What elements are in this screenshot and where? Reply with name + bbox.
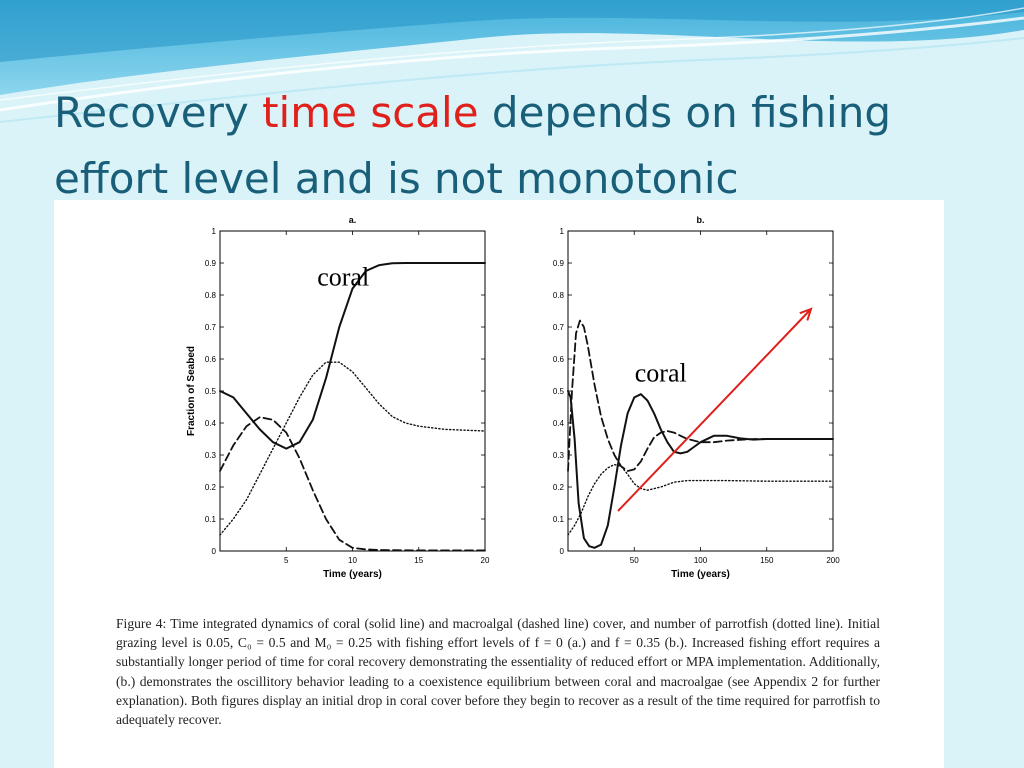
chart-a-series-solid-line [219, 262, 486, 450]
chart-b-ytick-label: 0.6 [553, 355, 565, 364]
chart-b-ytick-label: 0.7 [553, 323, 565, 332]
chart-a-ytick-label: 1 [212, 227, 217, 236]
chart-b-series-dotted-line [567, 463, 834, 536]
chart-a-series-dashed-line [219, 416, 486, 552]
title-highlight: time scale [262, 88, 479, 137]
chart-a-ytick-label: 0.1 [205, 515, 217, 524]
figure-caption: Figure 4: Time integrated dynamics of co… [116, 616, 880, 728]
chart-b-ytick-label: 0.3 [553, 451, 565, 460]
chart-a-ytick-label: 0.8 [205, 291, 217, 300]
chart-b-ytick-label: 0.4 [553, 419, 565, 428]
chart-a-coral-annotation: coral [317, 262, 369, 291]
chart-b-ytick-label: 1 [560, 227, 565, 236]
title-part-2: depends on fishing effort level and is n… [54, 88, 891, 203]
chart-a-series-dotted-line [219, 361, 486, 536]
chart-a-ylabel: Fraction of Seabed [186, 346, 197, 436]
chart-a-xtick-label: 10 [348, 556, 357, 565]
red-arrow-head [799, 307, 813, 321]
chart-a-ytick-label: 0 [212, 547, 217, 556]
chart-a-ytick-label: 0.5 [205, 387, 217, 396]
chart-b-xtick-label: 50 [630, 556, 639, 565]
chart-b-xtick-label: 200 [826, 556, 840, 565]
chart-a-ytick-label: 0.4 [205, 419, 217, 428]
chart-b-xtick-label: 150 [760, 556, 774, 565]
title-part-1: Recovery [54, 88, 263, 137]
chart-a-xtick-label: 5 [284, 556, 289, 565]
chart-a-xtick-label: 20 [481, 556, 490, 565]
chart-a-ytick-label: 0.6 [205, 355, 217, 364]
chart-a-title: a. [349, 215, 357, 225]
slide-title: Recovery time scale depends on fishing e… [54, 80, 994, 212]
chart-b-ytick-label: 0.2 [553, 483, 565, 492]
chart-b-ytick-label: 0.8 [553, 291, 565, 300]
chart-b-series-solid-line [567, 390, 834, 549]
chart-b-ytick-label: 0.9 [553, 259, 565, 268]
chart-b-ytick-label: 0.1 [553, 515, 565, 524]
chart-b-frame [567, 230, 834, 552]
chart-b-ytick-label: 0.5 [553, 387, 565, 396]
chart-a-xlabel: Time (years) [323, 569, 382, 580]
charts-figure: 00.10.20.30.40.50.60.70.80.915 10 15 20a.Ti… [186, 215, 840, 580]
chart-a-ytick-label: 0.7 [205, 323, 217, 332]
chart-b-xlabel: Time (years) [671, 569, 730, 580]
figure-panel: 0 0.1 0.2 0.3 0.4 0.5 0.6 0.7 0.8 0.9 1 5 10 15 20 a. Ti… [54, 200, 944, 768]
chart-b-title: b. [697, 215, 705, 225]
chart-b-coral-annotation: coral [635, 358, 687, 387]
chart-a-ytick-label: 0.9 [205, 259, 217, 268]
chart-b-xtick-label: 100 [694, 556, 708, 565]
red-arrow-shaft [617, 308, 812, 512]
chart-a-xtick-label: 15 [414, 556, 423, 565]
chart-a-ytick-label: 0.2 [205, 483, 217, 492]
chart-b-series-dashed-line [567, 319, 834, 472]
chart-b-ytick-label: 0 [560, 547, 565, 556]
chart-a-ytick-label: 0.3 [205, 451, 217, 460]
